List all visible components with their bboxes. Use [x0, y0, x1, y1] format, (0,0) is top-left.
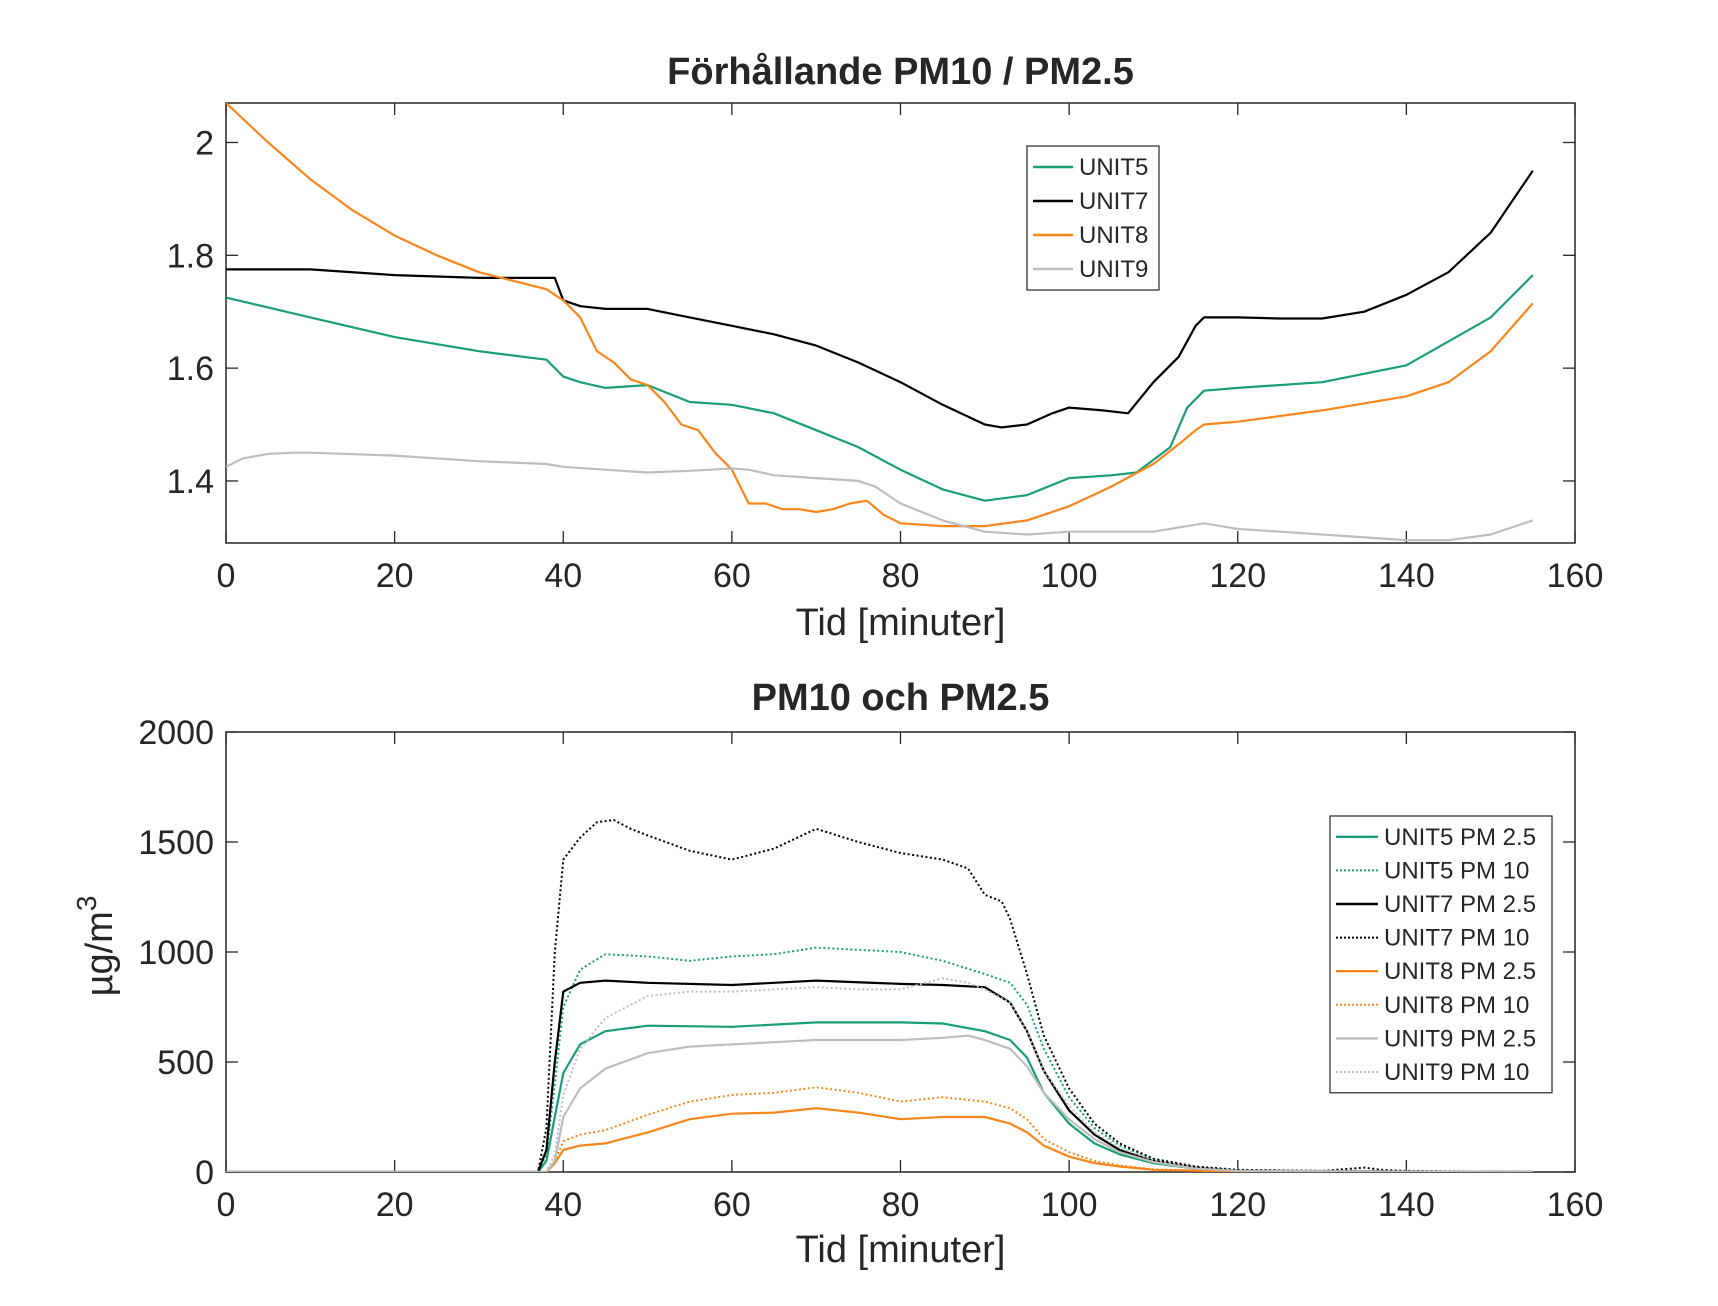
y-axis-label-superscript: 3 — [71, 896, 102, 912]
legend-entry-label: UNIT5 — [1079, 154, 1148, 181]
x-tick-label: 40 — [544, 557, 582, 595]
x-tick-label: 120 — [1209, 1186, 1266, 1224]
y-tick-label: 1000 — [138, 934, 214, 972]
legend-entry-label: UNIT5 PM 2.5 — [1384, 824, 1536, 851]
legend-entry-label: UNIT7 — [1079, 188, 1148, 215]
x-axis-label: Tid [minuter] — [796, 602, 1006, 644]
legend-box — [1026, 145, 1160, 291]
series-line-unit8-pm-2-5 — [226, 1107, 1533, 1172]
x-tick-label: 20 — [376, 557, 414, 595]
x-tick-label: 0 — [217, 1186, 236, 1224]
series-group — [226, 819, 1533, 1172]
series-line-unit9 — [226, 451, 1534, 542]
y-tick-label: 1.4 — [167, 463, 214, 501]
legend-entry-label: UNIT8 — [1079, 222, 1148, 249]
y-tick-label: 0 — [195, 1154, 214, 1192]
y-tick-label: 2 — [195, 124, 214, 162]
series-line-unit9-pm-10 — [226, 977, 1533, 1172]
ratio-chart: Förhållande PM10 / PM2.5 0 20 40 60 80 100 120 1… — [167, 51, 1604, 644]
legend-box — [1329, 815, 1553, 1094]
series-line-unit5-pm-10 — [226, 946, 1533, 1172]
x-tick-label: 80 — [882, 1186, 920, 1224]
chart-title: PM10 och PM2.5 — [752, 677, 1050, 719]
x-tick-label: 40 — [544, 1186, 582, 1224]
y-tick-label: 1500 — [138, 824, 214, 862]
x-tick-label: 100 — [1041, 557, 1098, 595]
legend-entry-label: UNIT9 — [1079, 256, 1148, 283]
legend-entry-label: UNIT5 PM 10 — [1384, 857, 1529, 884]
x-tick-label: 120 — [1209, 557, 1266, 595]
series-line-unit8-pm-10 — [226, 1086, 1533, 1172]
x-tick-label: 160 — [1547, 1186, 1604, 1224]
y-tick-label: 1.8 — [167, 237, 214, 275]
series-line-unit5-pm-2-5 — [226, 1021, 1533, 1172]
legend-entry-label: UNIT8 PM 2.5 — [1384, 958, 1536, 985]
x-axis-label: Tid [minuter] — [796, 1229, 1006, 1271]
legend: UNIT5 PM 2.5 UNIT5 PM 10 UNIT7 PM 2.5 UNIT7… — [1329, 815, 1553, 1094]
legend-entry-label: UNIT7 PM 10 — [1384, 925, 1529, 952]
series-line-unit7-pm-2-5 — [226, 979, 1533, 1172]
x-tick-label: 160 — [1547, 557, 1604, 595]
y-tick-label: 2000 — [138, 714, 214, 752]
legend-entry-label: UNIT9 PM 10 — [1384, 1059, 1529, 1086]
y-tick-label: 1.6 — [167, 350, 214, 388]
legend-entry-label: UNIT9 PM 2.5 — [1384, 1025, 1536, 1052]
x-tick-label: 140 — [1378, 1186, 1435, 1224]
series-line-unit7-pm-10 — [226, 819, 1533, 1172]
y-axis-label-base: µg/m — [79, 911, 121, 996]
series-line-unit9-pm-2-5 — [226, 1034, 1533, 1172]
series-line-unit7 — [226, 170, 1534, 429]
legend-entry-label: UNIT8 PM 10 — [1384, 992, 1529, 1019]
series-group — [226, 103, 1534, 542]
legend-entry-label: UNIT7 PM 2.5 — [1384, 891, 1536, 918]
chart-title: Förhållande PM10 / PM2.5 — [667, 51, 1134, 93]
x-tick-label: 140 — [1378, 557, 1435, 595]
series-line-unit5 — [226, 274, 1534, 502]
x-tick-label: 0 — [217, 557, 236, 595]
x-tick-label: 20 — [376, 1186, 414, 1224]
y-axis-label: µg/m3 — [71, 896, 121, 997]
concentration-chart: PM10 och PM2.5 0 20 40 60 80 100 120 140 160 0 500 1… — [71, 677, 1603, 1271]
x-tick-label: 100 — [1041, 1186, 1098, 1224]
legend: UNIT5 UNIT7 UNIT8 UNIT9 — [1026, 145, 1160, 291]
series-line-unit8 — [226, 103, 1534, 528]
x-tick-label: 60 — [713, 1186, 751, 1224]
x-tick-label: 80 — [882, 557, 920, 595]
x-tick-label: 60 — [713, 557, 751, 595]
y-tick-label: 500 — [157, 1044, 214, 1082]
